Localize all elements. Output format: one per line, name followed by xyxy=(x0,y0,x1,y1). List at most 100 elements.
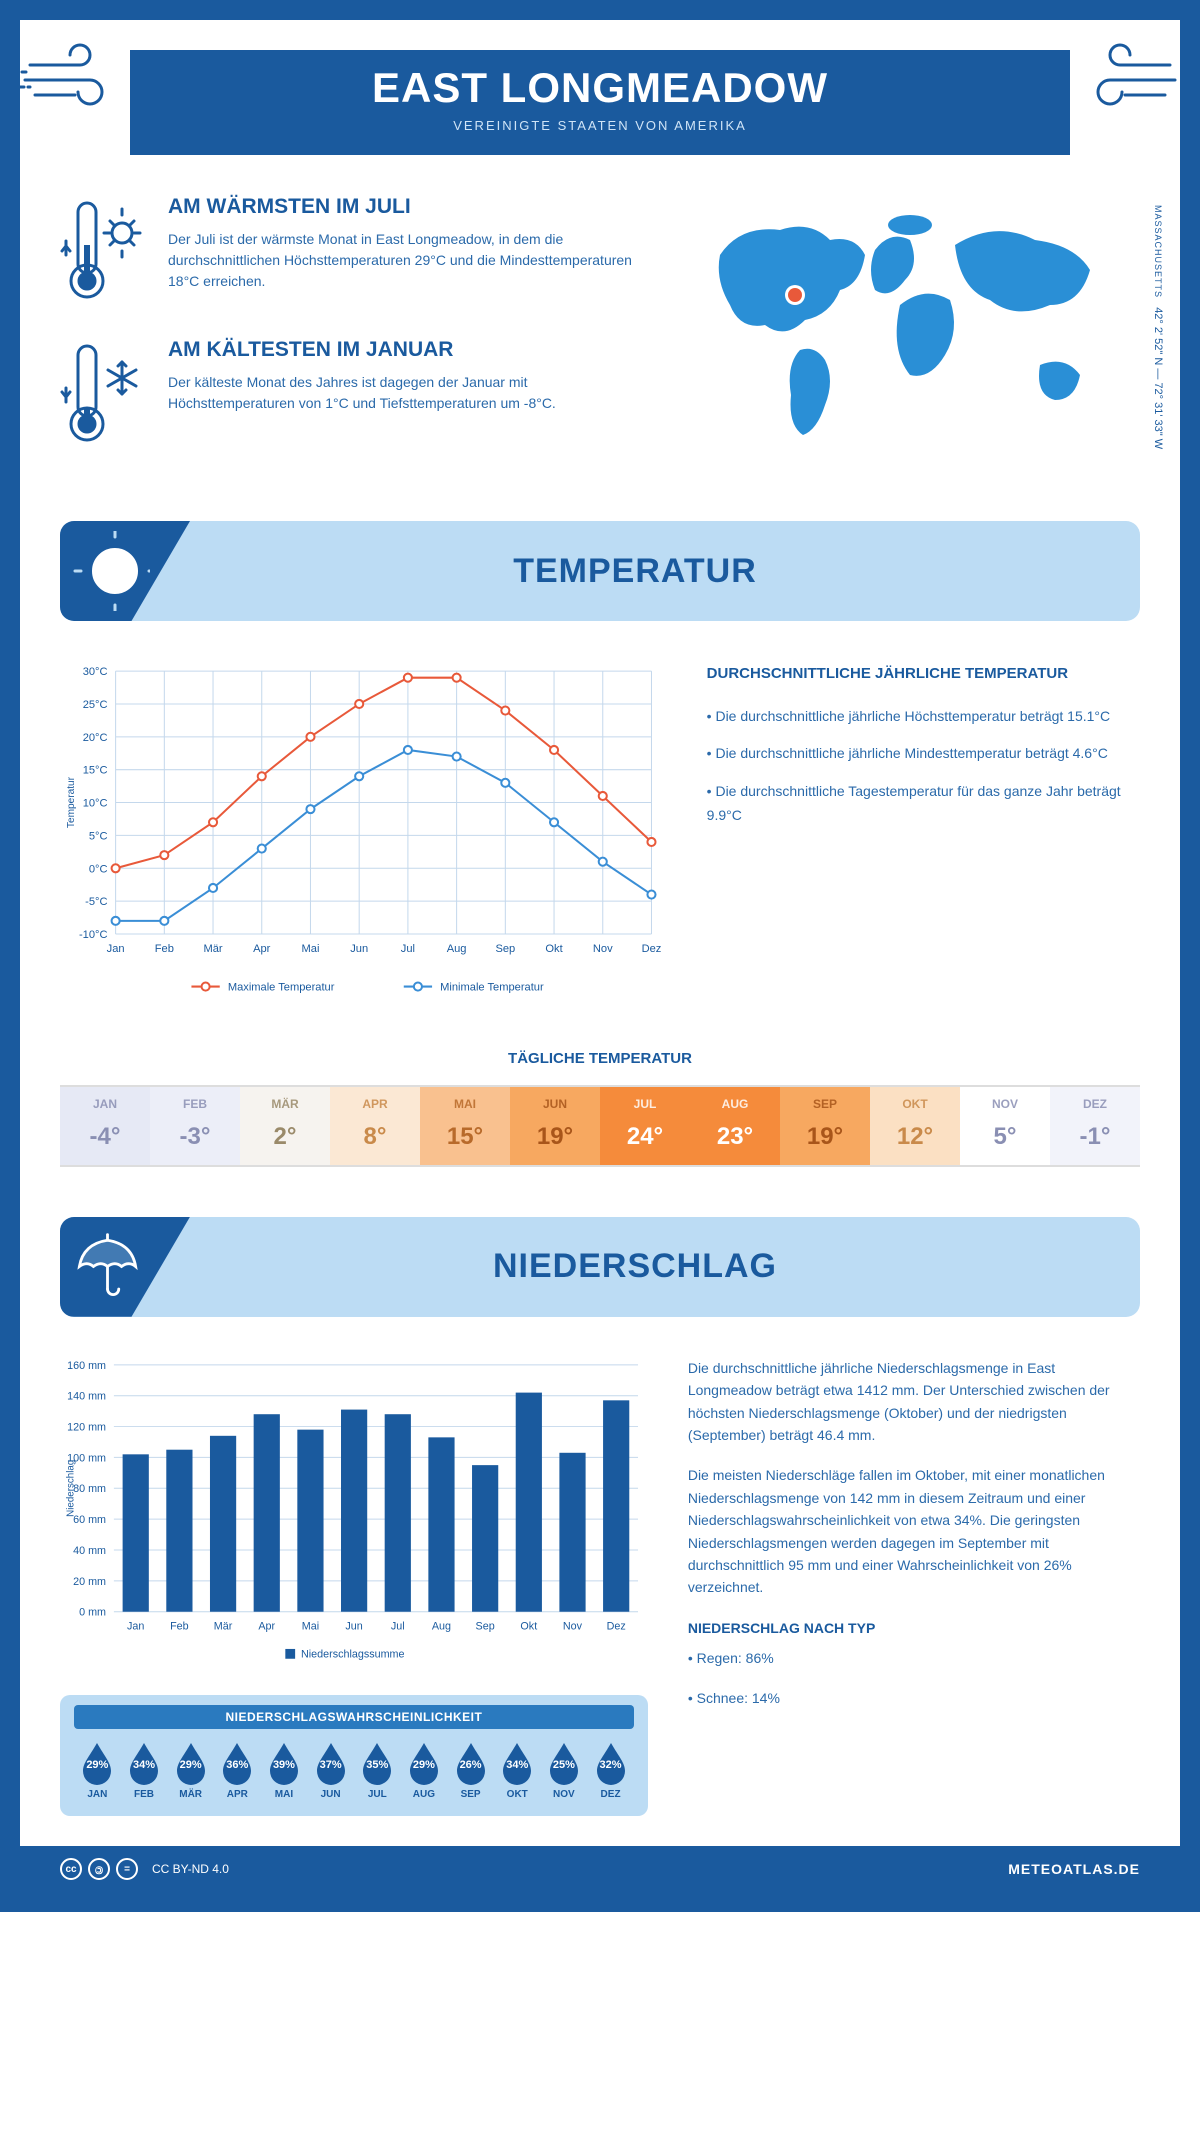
svg-text:Mai: Mai xyxy=(302,1620,319,1632)
svg-text:Niederschlag: Niederschlag xyxy=(66,1459,77,1516)
svg-text:10°C: 10°C xyxy=(83,798,108,810)
svg-text:30°C: 30°C xyxy=(83,666,108,678)
probability-cell: 34%OKT xyxy=(494,1741,541,1800)
svg-text:Minimale Temperatur: Minimale Temperatur xyxy=(440,982,544,994)
svg-text:0 mm: 0 mm xyxy=(79,1606,106,1618)
raindrop-icon: 35% xyxy=(359,1741,395,1785)
raindrop-icon: 29% xyxy=(173,1741,209,1785)
raindrop-icon: 29% xyxy=(79,1741,115,1785)
svg-text:Nov: Nov xyxy=(563,1620,583,1632)
daily-temperature-strip: JAN-4°FEB-3°MÄR2°APR8°MAI15°JUN19°JUL24°… xyxy=(60,1085,1140,1167)
probability-cell: 37%JUN xyxy=(307,1741,354,1800)
probability-cell: 34%FEB xyxy=(121,1741,168,1800)
svg-text:0°C: 0°C xyxy=(89,863,108,875)
probability-cell: 25%NOV xyxy=(541,1741,588,1800)
svg-text:Apr: Apr xyxy=(258,1620,275,1632)
probability-cell: 39%MAI xyxy=(261,1741,308,1800)
svg-text:20°C: 20°C xyxy=(83,732,108,744)
svg-text:120 mm: 120 mm xyxy=(67,1421,106,1433)
svg-text:Sep: Sep xyxy=(476,1620,495,1632)
svg-text:Maximale Temperatur: Maximale Temperatur xyxy=(228,982,335,994)
daily-temp-cell: MÄR2° xyxy=(240,1087,330,1165)
daily-temp-cell: AUG23° xyxy=(690,1087,780,1165)
svg-text:Mär: Mär xyxy=(203,943,222,955)
daily-temp-cell: OKT12° xyxy=(870,1087,960,1165)
raindrop-icon: 34% xyxy=(126,1741,162,1785)
svg-text:160 mm: 160 mm xyxy=(67,1360,106,1372)
daily-temp-title: TÄGLICHE TEMPERATUR xyxy=(60,1050,1140,1067)
svg-text:Jul: Jul xyxy=(391,1620,405,1632)
page-footer: cc 🄯 = CC BY-ND 4.0 METEOATLAS.DE xyxy=(20,1846,1180,1892)
svg-text:-10°C: -10°C xyxy=(79,929,108,941)
umbrella-icon xyxy=(60,1217,190,1317)
header-banner: EAST LONGMEADOW VEREINIGTE STAATEN VON A… xyxy=(130,50,1070,155)
daily-temp-cell: SEP19° xyxy=(780,1087,870,1165)
svg-text:Apr: Apr xyxy=(253,943,271,955)
probability-cell: 29%MÄR xyxy=(167,1741,214,1800)
wind-icon xyxy=(20,40,130,120)
page-title: EAST LONGMEADOW xyxy=(130,64,1070,112)
svg-text:Sep: Sep xyxy=(495,943,515,955)
precipitation-summary: Die durchschnittliche jährliche Niedersc… xyxy=(688,1357,1140,1817)
warmest-text: Der Juli ist der wärmste Monat in East L… xyxy=(168,229,650,292)
raindrop-icon: 36% xyxy=(219,1741,255,1785)
svg-text:140 mm: 140 mm xyxy=(67,1390,106,1402)
svg-text:20 mm: 20 mm xyxy=(73,1576,106,1588)
raindrop-icon: 34% xyxy=(499,1741,535,1785)
raindrop-icon: 26% xyxy=(453,1741,489,1785)
nd-icon: = xyxy=(116,1858,138,1880)
raindrop-icon: 32% xyxy=(593,1741,629,1785)
thermometer-hot-icon xyxy=(60,195,150,310)
svg-text:80 mm: 80 mm xyxy=(73,1483,106,1495)
thermometer-cold-icon xyxy=(60,338,150,453)
temperature-line-chart: -10°C -5°C 0°C 5°C 10°C 15°C 20°C 25°C 30°C Jan Fe… xyxy=(60,661,667,1010)
svg-text:Jan: Jan xyxy=(127,1620,144,1632)
raindrop-icon: 25% xyxy=(546,1741,582,1785)
svg-text:Jul: Jul xyxy=(401,943,415,955)
coldest-block: AM KÄLTESTEN IM JANUAR Der kälteste Mona… xyxy=(60,338,650,453)
probability-cell: 36%APR xyxy=(214,1741,261,1800)
temperature-summary: DURCHSCHNITTLICHE JÄHRLICHE TEMPERATUR •… xyxy=(707,661,1140,1010)
raindrop-icon: 29% xyxy=(406,1741,442,1785)
probability-cell: 26%SEP xyxy=(447,1741,494,1800)
svg-text:Jan: Jan xyxy=(107,943,125,955)
svg-text:Aug: Aug xyxy=(447,943,467,955)
sun-icon xyxy=(60,521,190,621)
svg-text:60 mm: 60 mm xyxy=(73,1514,106,1526)
daily-temp-cell: APR8° xyxy=(330,1087,420,1165)
svg-text:Jun: Jun xyxy=(345,1620,362,1632)
precipitation-probability-box: NIEDERSCHLAGSWAHRSCHEINLICHKEIT 29%JAN 3… xyxy=(60,1695,648,1816)
svg-text:15°C: 15°C xyxy=(83,765,108,777)
svg-text:Niederschlagssumme: Niederschlagssumme xyxy=(301,1649,405,1661)
svg-text:Temperatur: Temperatur xyxy=(66,776,77,828)
probability-cell: 35%JUL xyxy=(354,1741,401,1800)
daily-temp-cell: JUL24° xyxy=(600,1087,690,1165)
svg-text:Mai: Mai xyxy=(302,943,320,955)
svg-text:25°C: 25°C xyxy=(83,699,108,711)
coldest-text: Der kälteste Monat des Jahres ist dagege… xyxy=(168,372,650,414)
svg-text:Okt: Okt xyxy=(545,943,562,955)
brand-label: METEOATLAS.DE xyxy=(1008,1861,1140,1877)
probability-cell: 29%JAN xyxy=(74,1741,121,1800)
cc-icon: cc xyxy=(60,1858,82,1880)
page-subtitle: VEREINIGTE STAATEN VON AMERIKA xyxy=(130,118,1070,133)
svg-text:Nov: Nov xyxy=(593,943,613,955)
raindrop-icon: 37% xyxy=(313,1741,349,1785)
svg-text:5°C: 5°C xyxy=(89,830,108,842)
svg-text:Aug: Aug xyxy=(432,1620,451,1632)
precipitation-bar-chart: 0 mm20 mm40 mm60 mm80 mm100 mm120 mm140 … xyxy=(60,1357,648,1676)
daily-temp-cell: MAI15° xyxy=(420,1087,510,1165)
probability-cell: 29%AUG xyxy=(401,1741,448,1800)
wind-icon xyxy=(1070,40,1180,120)
license-badge: cc 🄯 = CC BY-ND 4.0 xyxy=(60,1858,229,1880)
svg-text:Feb: Feb xyxy=(170,1620,189,1632)
daily-temp-cell: NOV5° xyxy=(960,1087,1050,1165)
precipitation-section-header: NIEDERSCHLAG xyxy=(60,1217,1140,1317)
svg-text:Feb: Feb xyxy=(155,943,174,955)
svg-text:-5°C: -5°C xyxy=(85,896,107,908)
coldest-title: AM KÄLTESTEN IM JANUAR xyxy=(168,338,650,362)
svg-text:Okt: Okt xyxy=(520,1620,537,1632)
svg-text:Dez: Dez xyxy=(642,943,662,955)
coordinates: MASSACHUSETTS 42° 2' 52" N — 72° 31' 33"… xyxy=(1152,205,1164,449)
svg-text:Dez: Dez xyxy=(607,1620,626,1632)
